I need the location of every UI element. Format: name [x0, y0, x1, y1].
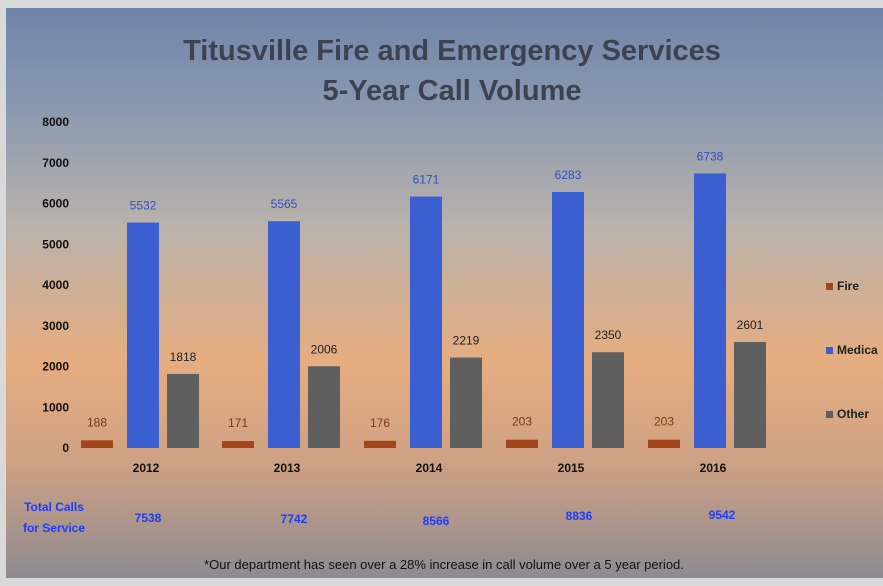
data-label: 6283: [555, 168, 582, 182]
bar-other-2016: [734, 342, 766, 448]
bar-fire-2012: [81, 440, 113, 448]
legend-label-medica: Medica: [837, 343, 878, 357]
bar-medica-2013: [268, 221, 300, 448]
data-label: 2219: [453, 334, 480, 348]
call-volume-chart: Titusville Fire and Emergency Services 5…: [23, 35, 878, 572]
legend-swatch-other: [826, 411, 833, 418]
data-label: 6171: [413, 173, 440, 187]
x-tick-label: 2014: [416, 461, 443, 475]
chart-subtitle: 5-Year Call Volume: [323, 75, 582, 107]
legend-swatch-fire: [826, 283, 833, 290]
y-axis: 0 1000 2000 3000 4000 5000 6000 7000 8000: [42, 115, 69, 455]
y-tick-label: 8000: [42, 115, 69, 129]
y-tick-label: 0: [62, 441, 69, 455]
legend-swatch-medica: [826, 347, 833, 354]
x-tick-label: 2013: [274, 461, 301, 475]
data-label: 5532: [130, 199, 157, 213]
data-label: 6738: [697, 149, 724, 163]
total-calls-value: 8836: [566, 509, 593, 523]
total-calls-value: 7742: [281, 512, 308, 526]
bar-other-2014: [450, 357, 482, 448]
bars: 188 171 176 203 203 5532 5565 6171 6283 6738 1818 2…: [81, 149, 766, 448]
chart-frame: Titusville Fire and Emergency Services 5…: [6, 8, 883, 578]
bar-fire-2015: [506, 439, 538, 448]
y-tick-label: 3000: [42, 319, 69, 333]
x-tick-label: 2016: [700, 461, 727, 475]
data-label: 1818: [170, 350, 197, 364]
totals-label-line2: for Service: [23, 521, 85, 535]
data-label: 171: [228, 416, 248, 430]
total-calls-value: 7538: [135, 511, 162, 525]
bar-other-2013: [308, 366, 340, 448]
y-tick-label: 1000: [42, 400, 69, 414]
x-tick-label: 2015: [558, 461, 585, 475]
bar-medica-2012: [127, 222, 159, 448]
bar-medica-2014: [410, 196, 442, 448]
x-axis: 2012 2013 2014 2015 2016: [133, 461, 727, 475]
data-label: 5565: [271, 197, 298, 211]
x-tick-label: 2012: [133, 461, 160, 475]
footnote: *Our department has seen over a 28% incr…: [204, 557, 684, 572]
data-label: 176: [370, 416, 390, 430]
data-label: 2350: [595, 328, 622, 342]
data-label: 188: [87, 415, 107, 429]
data-label: 2006: [311, 342, 338, 356]
totals-label-line1: Total Calls: [24, 500, 84, 514]
bar-other-2015: [592, 352, 624, 448]
y-tick-label: 5000: [42, 237, 69, 251]
legend-label-fire: Fire: [837, 279, 859, 293]
chart-title: Titusville Fire and Emergency Services: [183, 35, 721, 67]
bar-fire-2013: [222, 441, 254, 448]
y-tick-label: 6000: [42, 197, 69, 211]
total-calls-value: 8566: [423, 514, 450, 528]
bar-other-2012: [167, 373, 199, 448]
bar-fire-2014: [364, 440, 396, 448]
totals-row: Total Calls for Service 7538 7742 8566 8836…: [23, 500, 736, 535]
data-label: 203: [654, 415, 674, 429]
y-tick-label: 7000: [42, 156, 69, 170]
y-tick-label: 4000: [42, 278, 69, 292]
data-label: 203: [512, 415, 532, 429]
data-label: 2601: [737, 318, 764, 332]
bar-medica-2016: [694, 173, 726, 448]
legend-label-other: Other: [837, 407, 869, 421]
y-tick-label: 2000: [42, 360, 69, 374]
bar-fire-2016: [648, 439, 680, 448]
bar-medica-2015: [552, 191, 584, 448]
total-calls-value: 9542: [709, 508, 736, 522]
legend: Fire Medica Other: [826, 279, 878, 421]
